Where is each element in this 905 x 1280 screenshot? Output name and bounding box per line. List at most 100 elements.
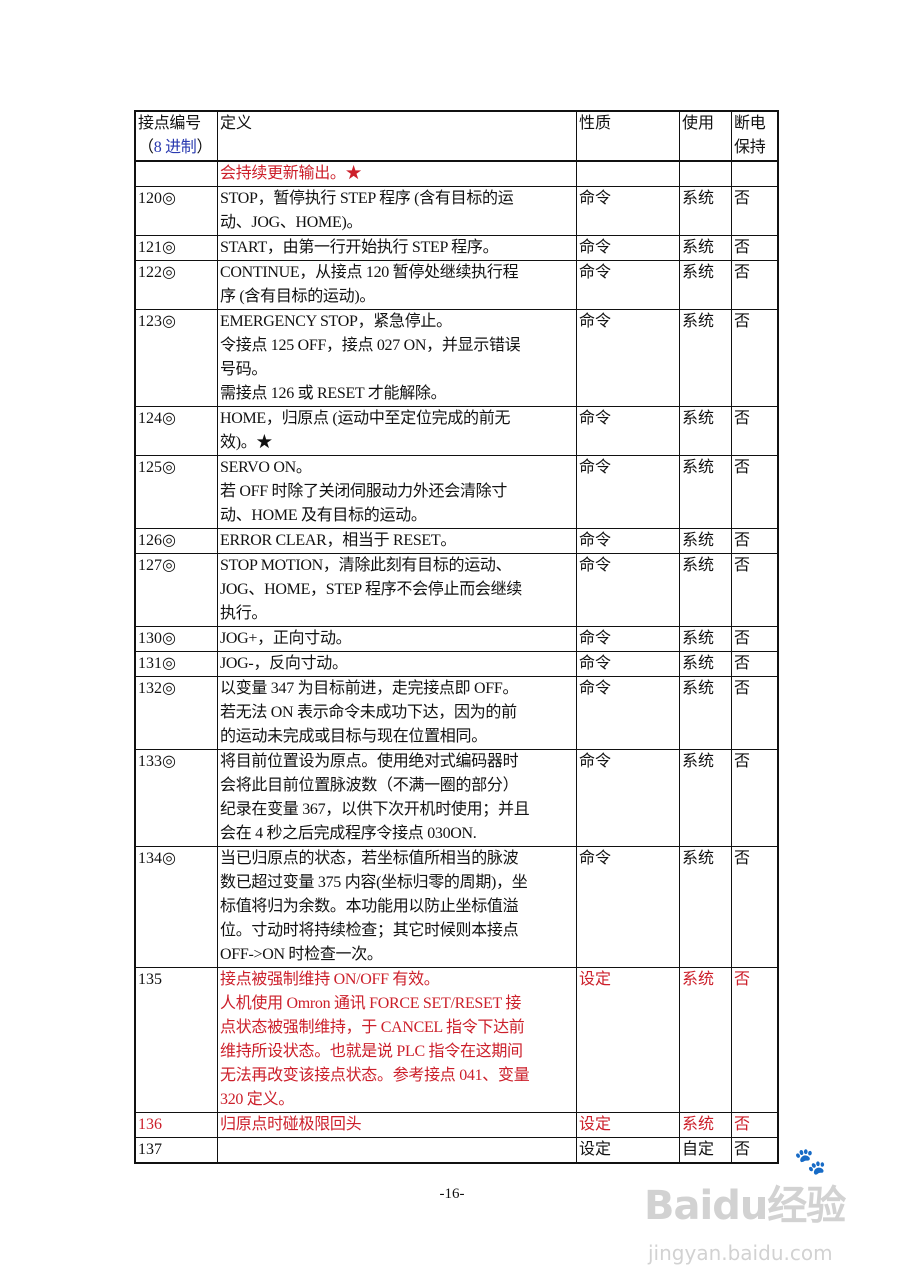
type-cell: 命令 bbox=[576, 186, 680, 236]
header-use: 使用 bbox=[679, 110, 732, 162]
type-cell: 命令 bbox=[576, 528, 680, 554]
table-row: 126◎ ERROR CLEAR，相当于 RESET。 命令 系统否 bbox=[134, 528, 779, 554]
table-row: 131◎ JOG-，反向寸动。 命令 系统否 bbox=[134, 651, 779, 677]
definition-line: 会在 4 秒之后完成程序令接点 030ON. bbox=[220, 825, 477, 842]
definition-cell bbox=[217, 1137, 577, 1164]
retain-cell: 否 bbox=[731, 309, 779, 407]
contact-id-cell: 131◎ bbox=[134, 651, 218, 677]
type-cell: 命令 bbox=[576, 235, 680, 261]
type-cell: 命令 bbox=[576, 260, 680, 310]
use-cell: 系统 bbox=[679, 309, 732, 407]
use-cell: 系统 bbox=[679, 676, 732, 750]
use-cell: 自定 bbox=[679, 1137, 732, 1164]
contact-id-cell: 132◎ bbox=[134, 676, 218, 750]
definition-cell: SERVO ON。若 OFF 时除了关闭伺服动力外还会清除寸 动、HOME 及有目… bbox=[217, 455, 577, 529]
definition-cell: EMERGENCY STOP，紧急停止。 令接点 125 OFF，接点 027 O… bbox=[217, 309, 577, 407]
type-cell: 设定 bbox=[576, 967, 680, 1113]
definition-cell: 将目前位置设为原点。使用绝对式编码器时 会将此目前位置脉波数（不满一圈的部分） 纪录… bbox=[217, 749, 577, 847]
definition-line: HOME，归原点 (运动中至定位完成的前无 bbox=[220, 410, 511, 427]
definition-line: JOG、HOME，STEP 程序不会停止而会继续 bbox=[220, 581, 522, 598]
definition-line: 人机使用 Omron 通讯 FORCE SET/RESET 接 bbox=[220, 995, 522, 1012]
definition-line: 维持所设状态。也就是说 PLC 指令在这期间 bbox=[220, 1043, 523, 1060]
definition-line: 号码。 bbox=[220, 361, 268, 378]
use-cell: 系统 bbox=[679, 235, 732, 261]
definition-line: 归原点时碰极限回头 bbox=[220, 1116, 362, 1133]
contact-id-cell: 123◎ bbox=[134, 309, 218, 407]
definition-cell: 会持续更新输出。★ bbox=[217, 160, 577, 187]
definition-line: SERVO ON。 bbox=[220, 459, 312, 476]
contact-id-cell: 137 bbox=[134, 1137, 218, 1164]
definition-line: 令接点 125 OFF，接点 027 ON，并显示错误 bbox=[220, 337, 521, 354]
contact-id-cell: 134◎ bbox=[134, 846, 218, 968]
header-retain-line2: 保持 bbox=[734, 139, 766, 156]
definition-line: 位。寸动时将持续检查；其它时候则本接点 bbox=[220, 922, 519, 939]
definition-line: 纪录在变量 367，以供下次开机时使用；并且 bbox=[220, 801, 530, 818]
type-cell: 命令 bbox=[576, 749, 680, 847]
contact-id-cell bbox=[134, 160, 218, 187]
contact-id-cell: 127◎ bbox=[134, 553, 218, 627]
type-cell: 命令 bbox=[576, 553, 680, 627]
use-cell: 系统 bbox=[679, 455, 732, 529]
definition-cell: 当已归原点的状态，若坐标值所相当的脉波 数已超过变量 375 内容(坐标归零的周期… bbox=[217, 846, 577, 968]
type-cell: 命令 bbox=[576, 406, 680, 456]
definition-line: OFF->ON 时检查一次。 bbox=[220, 946, 383, 963]
table-row: 137 设定 自定否 bbox=[134, 1137, 779, 1164]
table-row: 121◎ START，由第一行开始执行 STEP 程序。 命令 系统否 bbox=[134, 235, 779, 261]
definition-cell: 以变量 347 为目标前进，走完接点即 OFF。 若无法 ON 表示命令未成功下达… bbox=[217, 676, 577, 750]
definition-line: 执行。 bbox=[220, 605, 268, 622]
type-cell: 命令 bbox=[576, 626, 680, 652]
header-retain-line1: 断电 bbox=[734, 115, 766, 132]
table-header-row: 接点编号 （8 进制） 定义 性质 使用 断电 保持 bbox=[134, 110, 779, 162]
contact-id-cell: 130◎ bbox=[134, 626, 218, 652]
definition-line: CONTINUE，从接点 120 暂停处继续执行程 bbox=[220, 264, 519, 281]
use-cell: 系统 bbox=[679, 406, 732, 456]
table-row: 133◎ 将目前位置设为原点。使用绝对式编码器时 会将此目前位置脉波数（不满一圈的部… bbox=[134, 749, 779, 847]
type-cell: 命令 bbox=[576, 676, 680, 750]
use-cell: 系统 bbox=[679, 528, 732, 554]
contact-id-cell: 126◎ bbox=[134, 528, 218, 554]
watermark-brand: Baidu经验 bbox=[644, 1183, 846, 1229]
retain-cell: 否 bbox=[731, 235, 779, 261]
definition-line: 动、JOG、HOME)。 bbox=[220, 214, 363, 231]
definition-line: JOG+，正向寸动。 bbox=[220, 630, 352, 647]
retain-cell: 否 bbox=[731, 626, 779, 652]
retain-cell: 否 bbox=[731, 553, 779, 627]
retain-cell: 否 bbox=[731, 260, 779, 310]
definition-line: 无法再改变该接点状态。参考接点 041、变量 bbox=[220, 1067, 530, 1084]
table-body: 会持续更新输出。★ 120◎ STOP，暂停执行 STEP 程序 (含有目标的运 动、… bbox=[134, 160, 779, 1164]
type-cell: 命令 bbox=[576, 309, 680, 407]
paw-logo-icon: 🐾 bbox=[794, 1147, 827, 1177]
retain-cell: 否 bbox=[731, 186, 779, 236]
contact-id-cell: 122◎ bbox=[134, 260, 218, 310]
definition-line: 若 OFF 时除了关闭伺服动力外还会清除寸 bbox=[220, 483, 508, 500]
retain-cell: 否 bbox=[731, 406, 779, 456]
definition-line: 320 定义。 bbox=[220, 1091, 294, 1108]
definition-cell: 接点被强制维持 ON/OFF 有效。人机使用 Omron 通讯 FORCE SE… bbox=[217, 967, 577, 1113]
header-contact-id-line2: （8 进制） bbox=[138, 136, 217, 159]
contact-id-cell: 125◎ bbox=[134, 455, 218, 529]
definition-line: JOG-，反向寸动。 bbox=[220, 655, 348, 672]
type-cell: 设定 bbox=[576, 1112, 680, 1138]
paren-close: ） bbox=[196, 139, 213, 156]
definition-cell: ERROR CLEAR，相当于 RESET。 bbox=[217, 528, 577, 554]
definition-line: STOP MOTION，清除此刻有目标的运动、 bbox=[220, 557, 512, 574]
definition-line: 当已归原点的状态，若坐标值所相当的脉波 bbox=[220, 850, 519, 867]
definition-line: 的运动未完成或目标与现在位置相同。 bbox=[220, 728, 487, 745]
retain-cell: 否 bbox=[731, 676, 779, 750]
type-cell: 命令 bbox=[576, 651, 680, 677]
use-cell: 系统 bbox=[679, 186, 732, 236]
definition-cell: JOG-，反向寸动。 bbox=[217, 651, 577, 677]
definition-cell: START，由第一行开始执行 STEP 程序。 bbox=[217, 235, 577, 261]
definition-line: 接点被强制维持 ON/OFF 有效。 bbox=[220, 971, 440, 988]
table-row: 135 接点被强制维持 ON/OFF 有效。 人机使用 Omron 通讯 FORCE… bbox=[134, 967, 779, 1113]
definition-line: START，由第一行开始执行 STEP 程序。 bbox=[220, 239, 499, 256]
use-cell: 系统 bbox=[679, 967, 732, 1113]
table-row: 127◎ STOP MOTION，清除此刻有目标的运动、 JOG、HOME，STEP… bbox=[134, 553, 779, 627]
table-row: 120◎ STOP，暂停执行 STEP 程序 (含有目标的运 动、JOG、HOME)… bbox=[134, 186, 779, 236]
watermark-url: jingyan.baidu.com bbox=[648, 1241, 833, 1265]
use-cell: 系统 bbox=[679, 1112, 732, 1138]
table-row: 136 归原点时碰极限回头 设定 系统否 bbox=[134, 1112, 779, 1138]
contact-id-cell: 124◎ bbox=[134, 406, 218, 456]
definition-line: 以变量 347 为目标前进，走完接点即 OFF。 bbox=[220, 680, 519, 697]
contact-id-cell: 133◎ bbox=[134, 749, 218, 847]
